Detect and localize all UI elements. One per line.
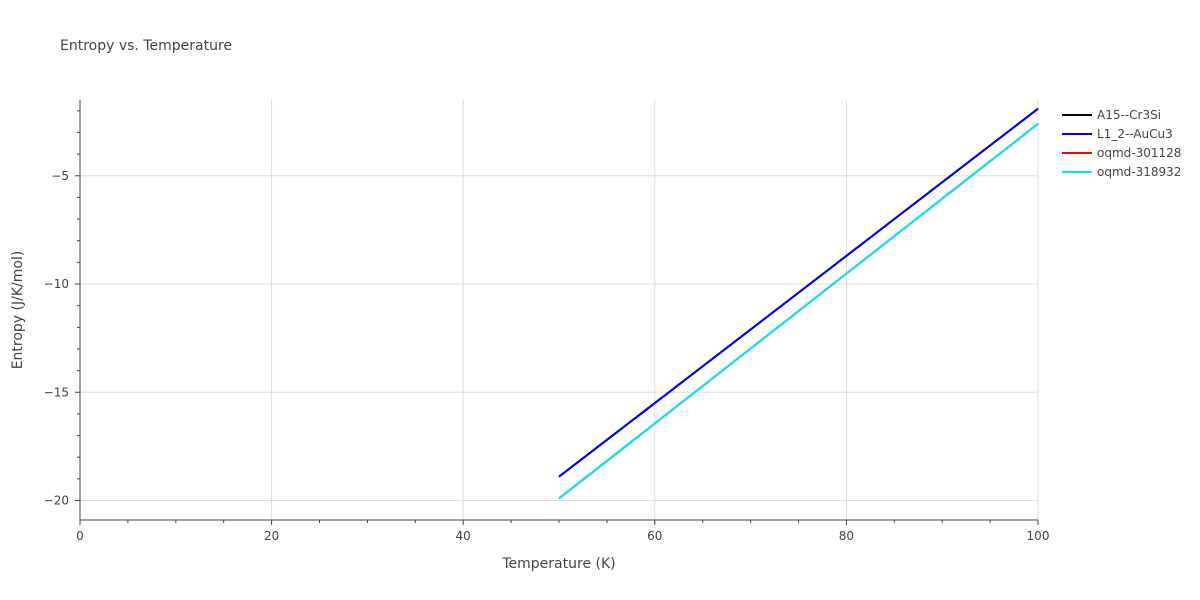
y-tick-label: −20 (44, 494, 69, 508)
legend-item[interactable]: A15--Cr3Si (1062, 108, 1161, 122)
y-tick-label: −5 (51, 169, 69, 183)
y-tick-label: −15 (44, 385, 69, 399)
x-tick-label: 60 (647, 529, 662, 543)
legend-label: A15--Cr3Si (1097, 108, 1161, 122)
legend-item[interactable]: L1_2--AuCu3 (1062, 127, 1173, 141)
legend-label: L1_2--AuCu3 (1097, 127, 1173, 141)
axes (75, 100, 1039, 525)
chart-title: Entropy vs. Temperature (60, 38, 232, 54)
legend-item[interactable]: oqmd-301128 (1062, 146, 1181, 160)
legend: A15--Cr3Si L1_2--AuCu3 oqmd-301128 oqmd-318… (1062, 108, 1181, 179)
x-tick-label: 40 (456, 529, 471, 543)
legend-item[interactable]: oqmd-318932 (1062, 165, 1181, 179)
x-axis-title: Temperature (K) (501, 556, 615, 572)
x-tick-label: 20 (264, 529, 279, 543)
y-tick-labels: −20 −15 −10 −5 (44, 169, 69, 508)
x-tick-label: 80 (839, 529, 854, 543)
legend-label: oqmd-318932 (1097, 165, 1181, 179)
x-tick-label: 100 (1027, 529, 1050, 543)
grid-lines (80, 100, 1039, 520)
series-lines (558, 107, 1039, 500)
legend-label: oqmd-301128 (1097, 146, 1181, 160)
x-tick-label: 0 (76, 529, 84, 543)
series-line (558, 123, 1039, 500)
series-line (558, 107, 1039, 478)
y-axis-title: Entropy (J/K/mol) (10, 251, 26, 370)
y-tick-label: −10 (44, 277, 69, 291)
x-tick-labels: 0 20 40 60 80 100 (76, 529, 1049, 543)
